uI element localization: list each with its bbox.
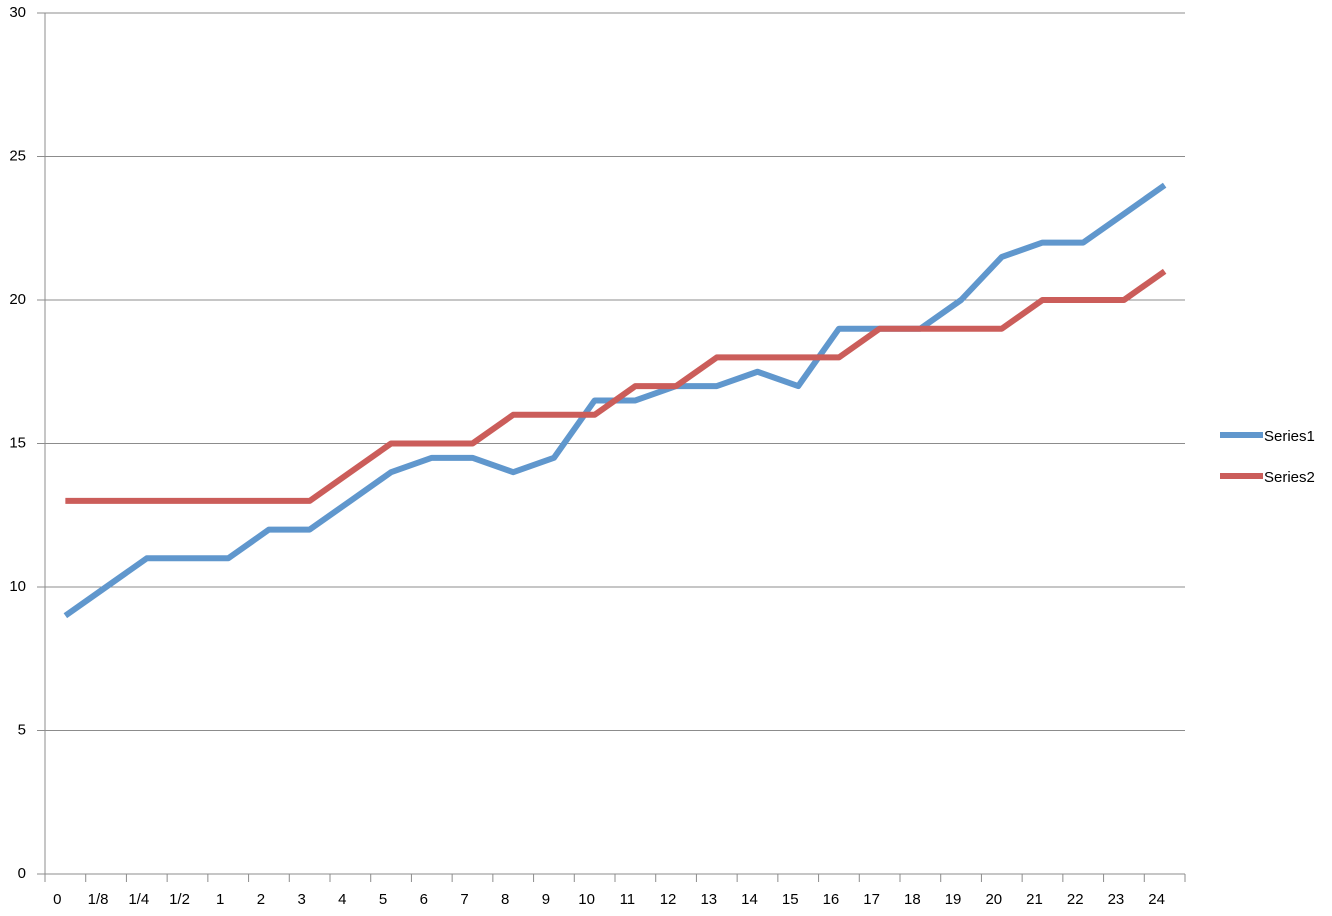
x-tick-label: 18 [904,891,921,908]
x-tick-label: 19 [945,891,962,908]
x-tick-label: 22 [1067,891,1084,908]
y-tick-label: 15 [9,434,26,451]
x-tick-label: 3 [297,891,305,908]
x-tick-label: 23 [1108,891,1125,908]
x-tick-label: 13 [700,891,717,908]
x-tick-label: 15 [782,891,799,908]
y-tick-label: 0 [18,865,26,882]
y-tick-label: 20 [9,291,26,308]
x-tick-label: 11 [620,891,636,908]
y-tick-label: 5 [18,721,26,738]
x-tick-label: 16 [823,891,840,908]
x-tick-label: 14 [741,891,758,908]
legend-label: Series1 [1264,428,1315,445]
x-tick-label: 1/2 [169,891,190,908]
x-tick-label: 20 [985,891,1002,908]
x-tick-label: 6 [420,891,428,908]
series-line [65,268,1167,504]
x-tick-label: 17 [863,891,880,908]
x-tick-label: 4 [338,891,346,908]
x-tick-label: 1/8 [88,891,109,908]
x-tick-label: 12 [660,891,677,908]
x-tick-label: 1/4 [128,891,149,908]
x-tick-label: 1 [216,891,224,908]
y-tick-label: 30 [9,4,26,21]
x-tick-label: 2 [257,891,265,908]
x-tick-label: 8 [501,891,509,908]
x-tick-label: 21 [1026,891,1043,908]
legend-label: Series2 [1264,469,1315,486]
x-tick-label: 0 [53,891,61,908]
y-tick-label: 10 [9,578,26,595]
x-tick-label: 5 [379,891,387,908]
x-tick-label: 7 [460,891,468,908]
y-tick-label: 25 [9,147,26,164]
x-tick-label: 9 [542,891,550,908]
x-tick-label: 10 [578,891,595,908]
x-tick-label: 24 [1148,891,1165,908]
